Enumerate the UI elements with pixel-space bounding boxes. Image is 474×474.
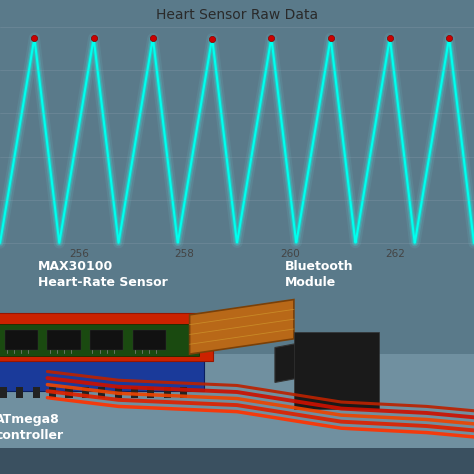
- Bar: [131, 387, 138, 398]
- Bar: [33, 387, 40, 398]
- Bar: [47, 330, 81, 350]
- Text: 262: 262: [385, 249, 405, 259]
- Bar: [98, 387, 105, 398]
- Bar: [0, 448, 474, 474]
- Bar: [0, 313, 213, 361]
- Text: 256: 256: [69, 249, 89, 259]
- Bar: [147, 387, 155, 398]
- Text: MAX30100
Heart-Rate Sensor: MAX30100 Heart-Rate Sensor: [38, 260, 168, 289]
- Bar: [180, 387, 187, 398]
- Bar: [0, 354, 474, 474]
- Bar: [294, 332, 379, 409]
- Text: Bluetooth
Module: Bluetooth Module: [284, 260, 353, 289]
- Polygon shape: [275, 339, 322, 383]
- Bar: [133, 330, 166, 350]
- Polygon shape: [190, 300, 294, 354]
- Bar: [0, 387, 7, 398]
- Bar: [82, 387, 89, 398]
- Bar: [5, 330, 38, 350]
- Bar: [164, 387, 171, 398]
- Text: 258: 258: [174, 249, 194, 259]
- Bar: [115, 387, 122, 398]
- Bar: [0, 352, 204, 391]
- Bar: [65, 387, 73, 398]
- Bar: [0, 324, 199, 356]
- Bar: [17, 387, 24, 398]
- Bar: [49, 387, 56, 398]
- Text: 260: 260: [280, 249, 300, 259]
- Text: ATmega8
controller: ATmega8 controller: [0, 413, 64, 442]
- Text: Heart Sensor Raw Data: Heart Sensor Raw Data: [156, 8, 318, 22]
- Bar: [90, 330, 123, 350]
